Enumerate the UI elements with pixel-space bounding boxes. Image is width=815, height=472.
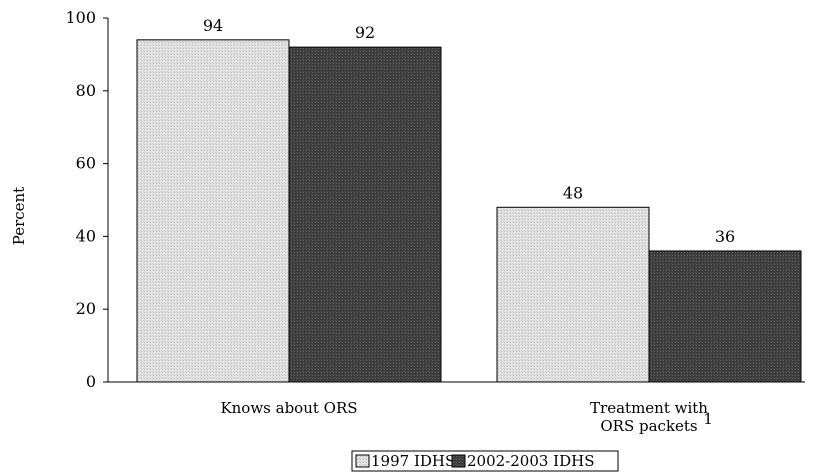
- footnote-marker: 1: [703, 410, 713, 428]
- y-tick-label: 20: [76, 299, 96, 318]
- y-tick-label: 40: [76, 226, 96, 245]
- y-axis-title: Percent: [10, 187, 28, 245]
- legend-swatch: [355, 454, 370, 468]
- data-label: 48: [563, 183, 583, 202]
- data-label: 94: [203, 16, 223, 35]
- y-tick-label: 60: [76, 154, 96, 173]
- y-tick-label: 80: [76, 81, 96, 100]
- data-label: 36: [715, 227, 735, 246]
- x-category-label: ORS packets: [600, 417, 697, 435]
- legend-label: 1997 IDHS: [371, 452, 455, 470]
- x-category-label: Knows about ORS: [220, 399, 357, 417]
- y-tick-label: 0: [86, 372, 96, 391]
- bar: [496, 206, 650, 383]
- plot-area: 0 20 40 60 80 100 Percent 94 48 92 36 Knows about O…: [10, 8, 805, 472]
- legend-box: [351, 450, 619, 472]
- legend-swatch: [451, 454, 466, 468]
- bar: [288, 46, 442, 383]
- bar: [136, 39, 290, 383]
- y-tick-label: 100: [65, 8, 96, 27]
- legend-label: 2002-2003 IDHS: [467, 452, 595, 470]
- data-label: 92: [355, 23, 375, 42]
- bar: [648, 250, 802, 383]
- x-category-label: Treatment with: [590, 399, 708, 417]
